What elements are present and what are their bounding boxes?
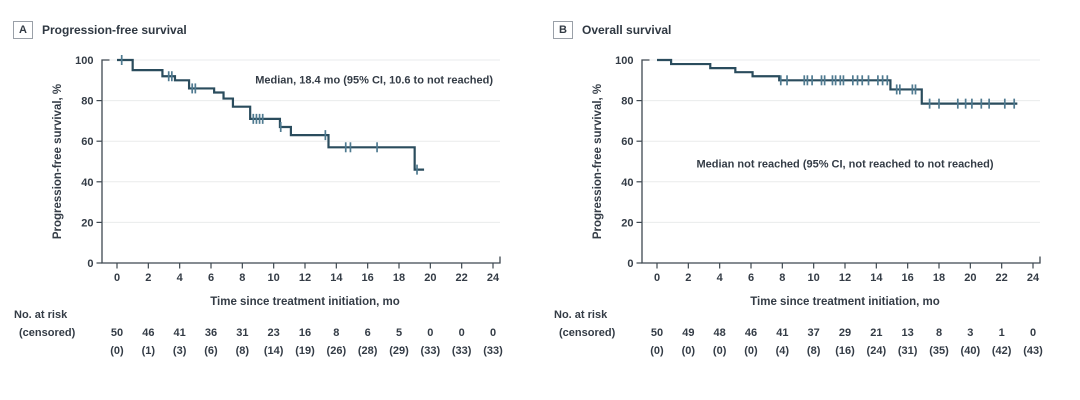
x-tick-label: 10 (268, 272, 280, 284)
x-tick-label: 20 (424, 272, 436, 284)
y-tick-label: 100 (75, 55, 93, 67)
x-tick-label: 8 (239, 272, 245, 284)
y-tick-label: 100 (615, 55, 633, 67)
y-axis-title: Progression-free survival, % (592, 84, 604, 239)
x-tick-label: 6 (748, 272, 754, 284)
x-tick-label: 6 (208, 272, 214, 284)
y-tick-label: 20 (81, 217, 93, 229)
y-tick-label: 60 (621, 136, 633, 148)
x-axis-title: Time since treatment initiation, mo (750, 296, 940, 308)
x-tick-label: 14 (330, 272, 343, 284)
panel-b-header: B Overall survival (553, 21, 671, 39)
median-annotation: Median, 18.4 mo (95% CI, 10.6 to not rea… (255, 74, 493, 86)
x-tick-label: 18 (393, 272, 405, 284)
y-tick-label: 40 (81, 177, 93, 189)
y-tick-label: 80 (621, 96, 633, 108)
x-tick-label: 18 (933, 272, 945, 284)
x-tick-label: 4 (177, 272, 184, 284)
x-tick-label: 12 (299, 272, 311, 284)
panel-a-letter-box: A (13, 21, 33, 39)
y-tick-label: 20 (621, 217, 633, 229)
y-tick-label: 80 (81, 96, 93, 108)
panel-a-title: Progression-free survival (42, 23, 187, 37)
km-curve (657, 58, 1018, 105)
x-tick-label: 20 (964, 272, 976, 284)
x-tick-label: 12 (839, 272, 851, 284)
x-tick-label: 14 (870, 272, 883, 284)
x-tick-label: 22 (456, 272, 468, 284)
panel-b-letter-box: B (553, 21, 573, 39)
x-tick-label: 16 (902, 272, 914, 284)
x-tick-label: 2 (685, 272, 691, 284)
x-tick-label: 10 (808, 272, 820, 284)
x-tick-label: 16 (362, 272, 374, 284)
y-tick-label: 0 (627, 258, 633, 270)
x-tick-label: 0 (114, 272, 120, 284)
x-tick-label: 24 (1027, 272, 1040, 284)
x-tick-label: 22 (996, 272, 1008, 284)
y-tick-label: 0 (87, 258, 93, 270)
median-annotation: Median not reached (95% CI, not reached … (696, 159, 993, 171)
y-axis-title: Progression-free survival, % (52, 84, 64, 239)
x-tick-label: 8 (779, 272, 785, 284)
x-tick-label: 24 (487, 272, 500, 284)
panel-b-title: Overall survival (582, 23, 672, 37)
x-tick-label: 2 (145, 272, 151, 284)
axes (101, 59, 501, 264)
km-curve (117, 58, 425, 171)
panel-a: 0 20 40 60 80 100 0 2 4 6 8 10 12 14 16 18 20 22 24 Progres… (13, 21, 503, 357)
x-tick-label: 0 (654, 272, 660, 284)
y-tick-label: 60 (81, 136, 93, 148)
x-axis-title: Time since treatment initiation, mo (210, 296, 400, 308)
x-tick-label: 4 (717, 272, 724, 284)
panel-b: 0 20 40 60 80 100 0 2 4 6 8 10 12 14 16 18 20 22 24 Progres… (540, 0, 1080, 400)
y-tick-label: 40 (621, 177, 633, 189)
panel-a-header: A Progression-free survival (13, 21, 187, 39)
